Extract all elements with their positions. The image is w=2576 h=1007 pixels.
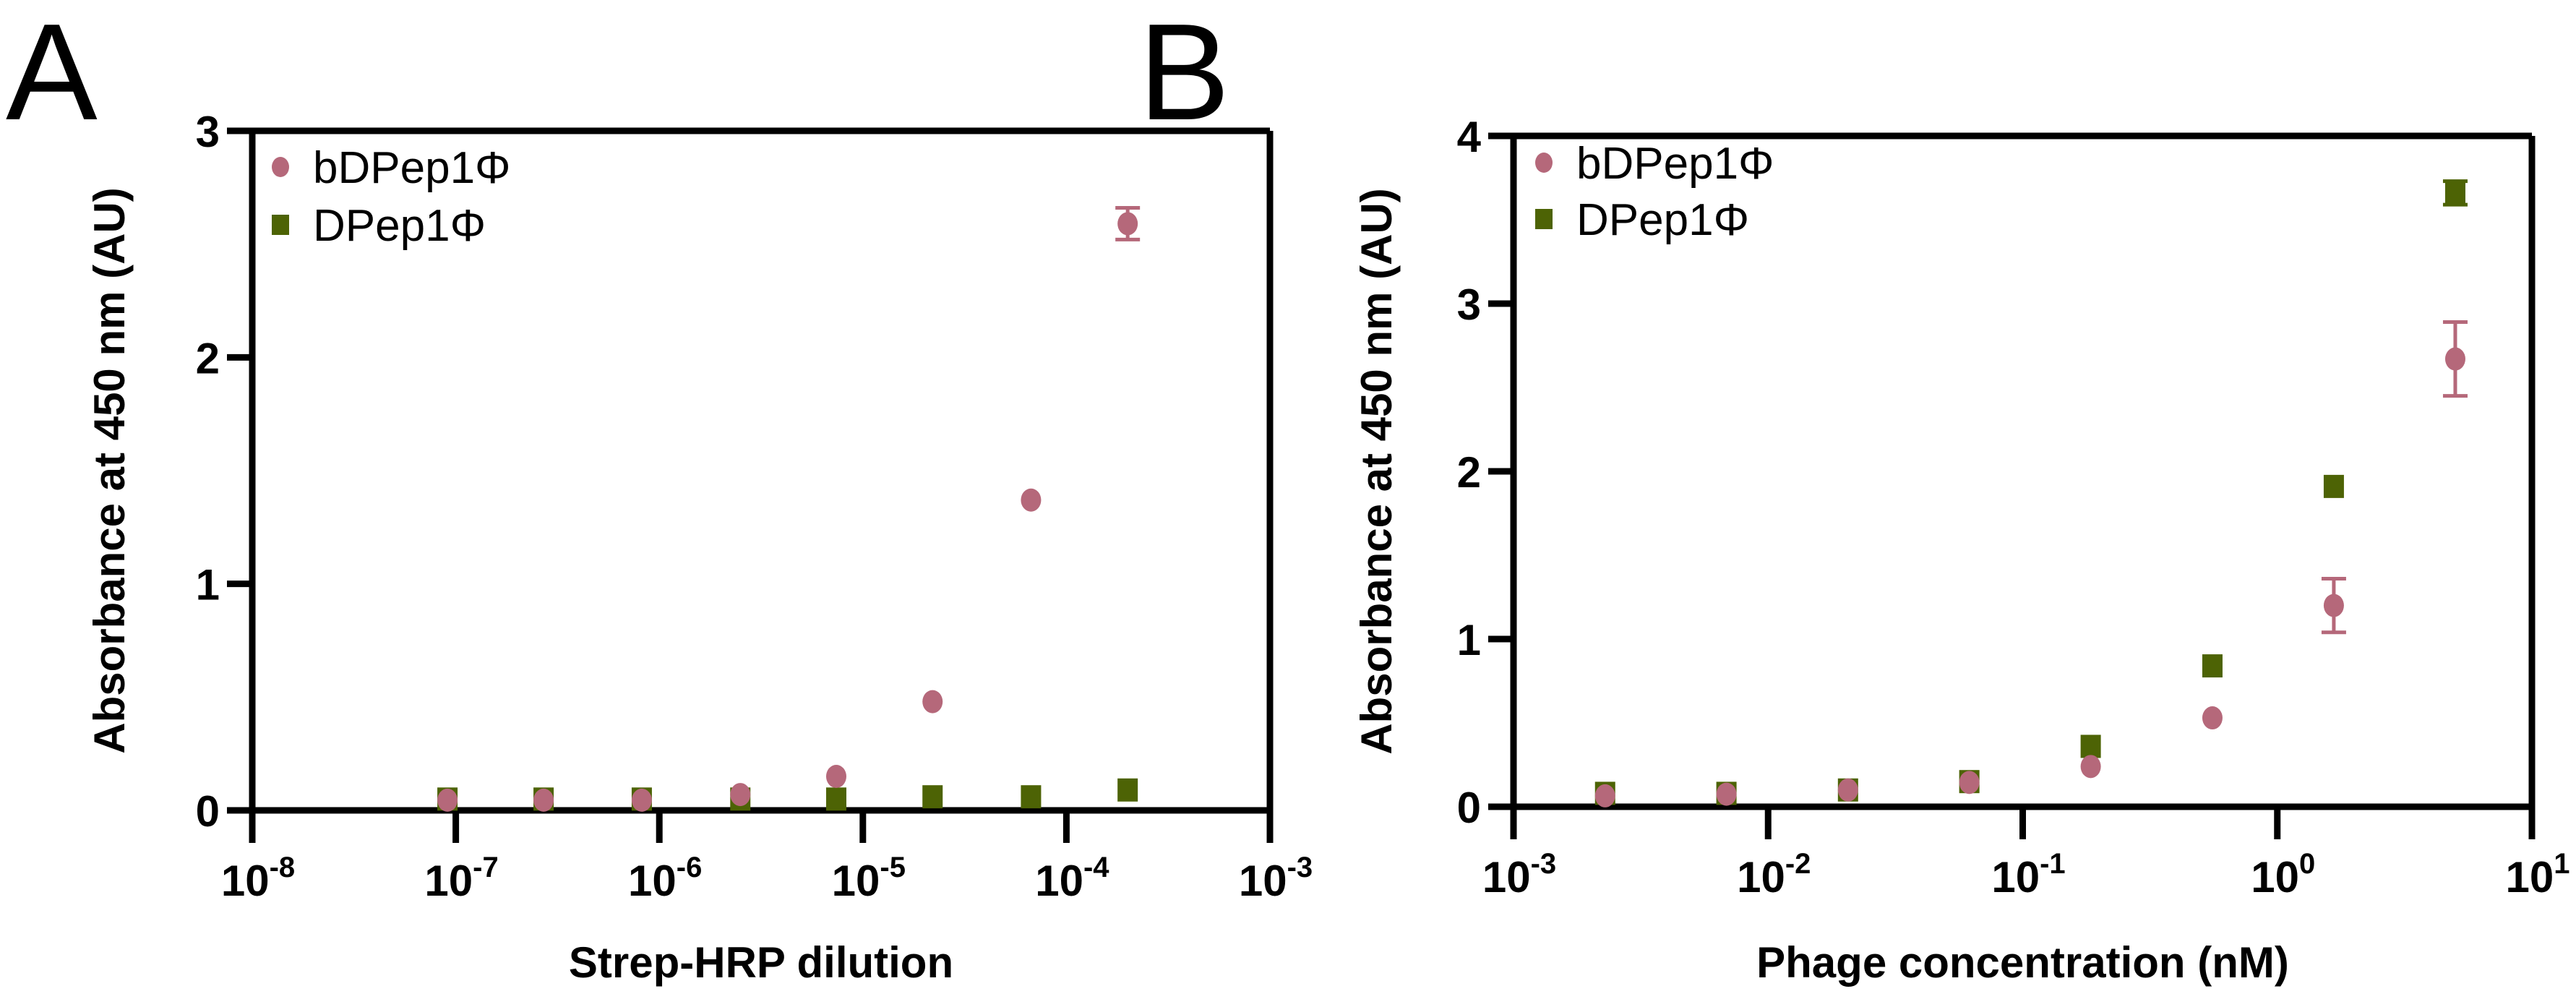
x-tick-base: 10 xyxy=(2506,853,2554,901)
legend-label: bDPep1Φ xyxy=(313,143,511,193)
legend-label: bDPep1Φ xyxy=(1576,139,1774,189)
y-tick-label: 1 xyxy=(1457,616,1481,664)
x-tick-base: 10 xyxy=(1482,853,1531,901)
data-point-circle xyxy=(1021,488,1042,512)
x-tick-base: 10 xyxy=(1239,857,1287,905)
x-tick-exponent: -2 xyxy=(1785,848,1811,880)
x-tick-exponent: -7 xyxy=(473,852,499,883)
panel-letter: A xyxy=(6,0,98,149)
x-tick-exponent: -4 xyxy=(1083,852,1109,883)
x-tick-base: 10 xyxy=(221,857,270,905)
series-circle xyxy=(1594,320,2468,807)
x-tick-base: 10 xyxy=(628,857,677,905)
x-tick-label: 10-4 xyxy=(1035,852,1109,905)
x-tick-exponent: -5 xyxy=(880,852,906,883)
data-point-circle xyxy=(1959,771,1980,794)
data-point-circle xyxy=(2080,755,2101,779)
x-tick-base: 10 xyxy=(1991,853,2040,901)
legend-marker-circle xyxy=(272,157,289,177)
data-point-circle xyxy=(2202,706,2223,730)
data-point-square xyxy=(1117,778,1138,802)
x-tick-base: 10 xyxy=(2251,853,2299,901)
x-tick-exponent: -3 xyxy=(1531,848,1557,880)
x-tick-label: 10-5 xyxy=(832,852,906,905)
x-tick-base: 10 xyxy=(832,857,880,905)
x-tick-label: 10-6 xyxy=(628,852,702,905)
data-point-square xyxy=(2202,654,2223,678)
x-tick-label: 101 xyxy=(2506,848,2570,901)
y-axis-title: Absorbance at 450 nm (AU) xyxy=(1352,188,1401,755)
data-point-square xyxy=(825,787,846,811)
x-tick-label: 10-7 xyxy=(424,852,498,905)
y-tick-label: 2 xyxy=(1457,448,1481,497)
x-tick-label: 10-8 xyxy=(221,852,295,905)
x-axis-title: Strep-HRP dilution xyxy=(569,938,953,987)
x-tick-base: 10 xyxy=(1035,857,1083,905)
x-tick-label: 10-2 xyxy=(1737,848,1811,901)
x-tick-exponent: -3 xyxy=(1287,852,1313,883)
data-point-square xyxy=(2080,734,2101,758)
x-tick-label: 10-1 xyxy=(1991,848,2065,901)
series-circle xyxy=(437,206,1141,812)
x-tick-base: 10 xyxy=(424,857,473,905)
y-tick-label: 0 xyxy=(1457,784,1481,832)
x-tick-exponent: 0 xyxy=(2299,848,2315,880)
y-tick-label: 1 xyxy=(196,561,220,609)
x-tick-label: 100 xyxy=(2251,848,2315,901)
x-tick-label: 10-3 xyxy=(1239,852,1313,905)
data-point-square xyxy=(2444,181,2465,205)
legend-marker-square xyxy=(272,215,289,235)
y-tick-label: 0 xyxy=(196,787,220,836)
y-tick-label: 3 xyxy=(1457,280,1481,329)
x-tick-label: 10-3 xyxy=(1482,848,1556,901)
data-point-circle xyxy=(825,765,846,788)
x-tick-base: 10 xyxy=(1737,853,1785,901)
data-point-circle xyxy=(730,783,751,807)
data-point-circle xyxy=(631,788,652,812)
data-point-circle xyxy=(437,788,458,812)
data-point-circle xyxy=(922,690,943,714)
data-point-circle xyxy=(1837,778,1858,802)
panel-letter: B xyxy=(1138,0,1230,149)
data-point-circle xyxy=(1716,782,1737,806)
x-tick-exponent: -8 xyxy=(270,852,296,883)
x-tick-exponent: -6 xyxy=(677,852,703,883)
y-tick-label: 3 xyxy=(196,108,220,156)
legend-label: DPep1Φ xyxy=(1576,195,1749,245)
data-point-square xyxy=(1021,785,1042,809)
legend-marker-circle xyxy=(1535,153,1553,173)
legend-label: DPep1Φ xyxy=(313,201,486,251)
data-point-circle xyxy=(1594,784,1615,807)
data-point-circle xyxy=(2444,347,2465,371)
y-axis-title: Absorbance at 450 nm (AU) xyxy=(85,187,134,754)
series-square xyxy=(1594,179,2468,805)
x-axis-title: Phage concentration (nM) xyxy=(1756,938,2289,987)
data-point-circle xyxy=(533,788,554,812)
x-tick-exponent: -1 xyxy=(2040,848,2066,880)
legend-marker-square xyxy=(1535,209,1553,229)
data-point-circle xyxy=(1117,212,1138,236)
data-point-circle xyxy=(2323,594,2344,617)
data-point-square xyxy=(922,785,943,809)
y-tick-label: 4 xyxy=(1457,113,1482,161)
x-tick-exponent: 1 xyxy=(2554,848,2569,880)
y-tick-label: 2 xyxy=(196,334,220,382)
data-point-square xyxy=(2323,474,2344,498)
